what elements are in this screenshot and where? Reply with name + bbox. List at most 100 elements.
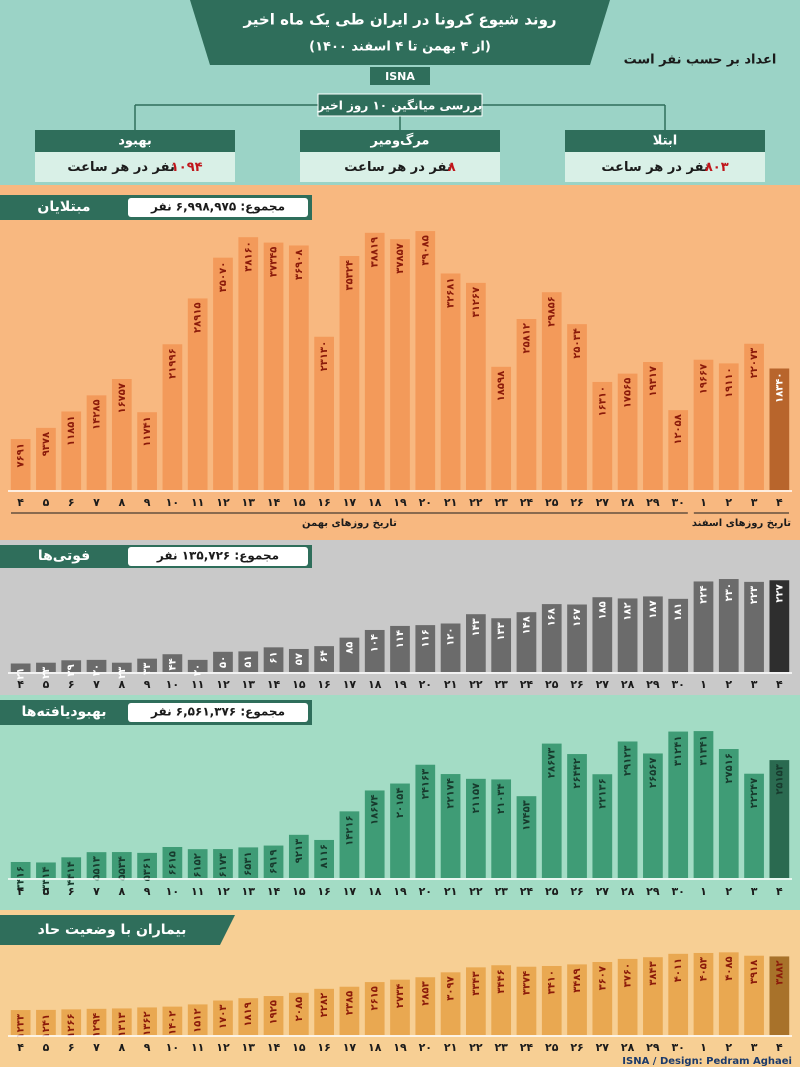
bar: [314, 839, 334, 878]
value-label: ۲۹۸۵۶: [547, 296, 558, 327]
value-label: ۲۲۰۷۳: [749, 348, 760, 379]
bar: [10, 1010, 31, 1035]
bar: [516, 966, 537, 1035]
value-label: ۳۱۲۴۱: [673, 736, 684, 767]
value-label: ۱۴۲۱۶: [344, 815, 355, 846]
bar: [238, 998, 259, 1035]
value-label: ۱۹۱۱۰: [724, 367, 735, 398]
x-tick-label: ۴: [17, 1041, 24, 1054]
value-label: ۳۰: [92, 664, 103, 676]
x-tick-label: ۲۳: [494, 1041, 508, 1054]
bar: [111, 378, 132, 490]
x-tick-label: ۲۲: [469, 885, 483, 898]
x-tick-label: ۲۷: [596, 885, 610, 898]
value-label: ۸۵: [344, 642, 355, 654]
bar: [238, 651, 259, 672]
value-label: ۱۶۷۵۷: [117, 383, 128, 414]
x-tick-label: ۷: [93, 496, 100, 509]
value-label: ۲۱۱۵۷: [471, 783, 482, 814]
value-label: ۱۲۳۳: [16, 1014, 27, 1038]
summary-unit: نفر در هر ساعت: [344, 160, 451, 175]
x-tick-label: ۱۵: [292, 1041, 306, 1054]
bar: [339, 637, 360, 672]
x-tick-label: ۱۳: [242, 1041, 256, 1054]
value-label: ۱۲۶۶: [66, 1013, 77, 1037]
bar: [288, 245, 309, 490]
x-tick-label: ۱۸: [368, 678, 382, 691]
bar: [390, 239, 410, 490]
value-label: ۵۷: [294, 653, 305, 665]
value-label: ۱۶۷: [572, 609, 583, 627]
value-label: ۲۳۰: [724, 583, 735, 601]
bar: [263, 647, 284, 672]
value-label: ۶۹۱۹: [269, 850, 280, 874]
bar: [339, 986, 360, 1035]
value-label: ۱۴۸: [521, 616, 532, 634]
value-label: ۴۰۸۵: [724, 956, 735, 980]
bar: [693, 359, 714, 490]
bar: [668, 731, 689, 878]
x-tick-label: ۲۲: [469, 496, 483, 509]
bar: [744, 581, 764, 672]
bar: [769, 956, 790, 1035]
bar: [263, 996, 284, 1035]
value-label: ۲۱۰۳۴: [496, 783, 507, 814]
value-label: ۲۸۹۱۵: [193, 302, 204, 333]
x-tick-label: ۶: [68, 496, 75, 509]
x-tick-label: ۲۴: [520, 1041, 534, 1054]
x-tick-label: ۱۴: [267, 496, 281, 509]
x-tick-label: ۸: [118, 678, 125, 691]
bar: [111, 852, 132, 878]
x-tick-label: ۲۷: [596, 1041, 610, 1054]
value-label: ۳۰۹۷: [446, 976, 457, 1000]
bar: [86, 852, 107, 878]
value-label: ۱۶۸: [547, 608, 558, 626]
value-label: ۳۶۰۷: [597, 966, 608, 990]
x-tick-label: ۲۶: [570, 1041, 583, 1054]
value-label: ۲۲۴: [698, 585, 709, 603]
x-tick-label: ۹: [144, 1041, 151, 1054]
value-label: ۶۱۵۲: [193, 853, 204, 877]
title: روند شیوع کرونا در ایران طی یک ماه اخیر: [242, 11, 556, 29]
value-label: ۵۵۱۳: [92, 856, 103, 880]
x-tick-label: ۲۵: [545, 1041, 559, 1054]
value-label: ۱۱۷۴۱: [142, 416, 153, 447]
value-label: ۱۴۳: [471, 618, 482, 636]
bar: [61, 1009, 82, 1035]
bar: [567, 754, 587, 878]
summary-unit: نفر در هر ساعت: [67, 160, 174, 175]
x-tick-label: ۵: [43, 678, 50, 691]
x-tick-label: ۲۵: [545, 678, 559, 691]
x-tick-label: ۵: [43, 885, 50, 898]
x-tick-label: ۲۰: [419, 1041, 432, 1054]
x-tick-label: ۱۲: [216, 885, 230, 898]
value-label: ۹۲۱۳: [294, 839, 305, 863]
bar: [137, 1007, 157, 1035]
value-label: ۳۱۲۶۷: [471, 287, 482, 318]
bar: [111, 662, 132, 672]
bar: [491, 965, 512, 1035]
bar: [364, 790, 385, 878]
value-label: ۱۱۸۵۱: [66, 415, 77, 446]
chart-total: مجموع: ۱۳۵,۷۲۶ نفر: [156, 549, 279, 564]
bar: [668, 953, 689, 1035]
bar: [440, 972, 461, 1035]
x-tick-label: ۳۰: [671, 885, 684, 898]
deaths-total-box: [128, 547, 308, 566]
x-tick-label: ۱۷: [343, 1041, 357, 1054]
value-label: ۱۴۰۲: [167, 1011, 178, 1035]
x-tick-label: ۱۰: [166, 885, 179, 898]
value-label: ۱۱۴: [395, 630, 406, 648]
x-tick-label: ۱: [700, 678, 707, 691]
bar: [213, 849, 233, 878]
value-label: ۳۹۱۸: [749, 960, 760, 984]
value-label: ۳۸۱۶۰: [243, 241, 254, 272]
value-label: ۲۱۹۹۶: [167, 348, 178, 379]
bar: [288, 992, 309, 1035]
bar: [693, 952, 714, 1035]
bar: [744, 955, 764, 1035]
bar: [668, 410, 689, 490]
value-label: ۶۱: [269, 651, 280, 663]
value-label: ۱۲۰: [446, 628, 457, 646]
x-tick-label: ۱۷: [343, 678, 357, 691]
